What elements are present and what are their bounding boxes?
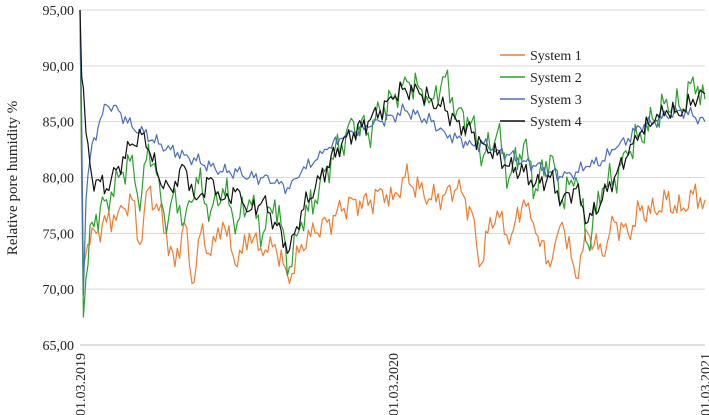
x-axis: 01.03.2019 01.03.2020 01.03.2021: [74, 353, 709, 415]
y-tick-label: 65,00: [43, 339, 75, 354]
y-tick-label: 70,00: [43, 283, 75, 298]
y-axis: 65,00 70,00 75,00 80,00 85,00 90,00 95,00: [43, 4, 75, 354]
legend: System 1 System 2 System 3 System 4: [500, 49, 582, 130]
x-tick-label: 01.03.2020: [387, 353, 402, 415]
series-line-1: [79, 9, 706, 285]
series-line-4: [79, 9, 706, 254]
x-tick-label: 01.03.2019: [74, 353, 89, 415]
legend-label: System 4: [530, 115, 582, 130]
legend-label: System 1: [530, 49, 582, 64]
y-tick-label: 95,00: [43, 4, 75, 19]
grid-lines: [80, 9, 705, 346]
x-tick-label: 01.03.2021: [699, 353, 709, 415]
legend-label: System 3: [530, 93, 582, 108]
series-line-2: [79, 9, 706, 318]
y-axis-title: Relative pore humidity %: [5, 101, 21, 256]
y-tick-label: 90,00: [43, 60, 75, 75]
series-lines: [79, 9, 706, 318]
y-tick-label: 85,00: [43, 116, 75, 131]
series-line-3: [79, 9, 706, 296]
y-tick-label: 80,00: [43, 172, 75, 187]
legend-label: System 2: [530, 71, 582, 86]
y-tick-label: 75,00: [43, 227, 75, 242]
